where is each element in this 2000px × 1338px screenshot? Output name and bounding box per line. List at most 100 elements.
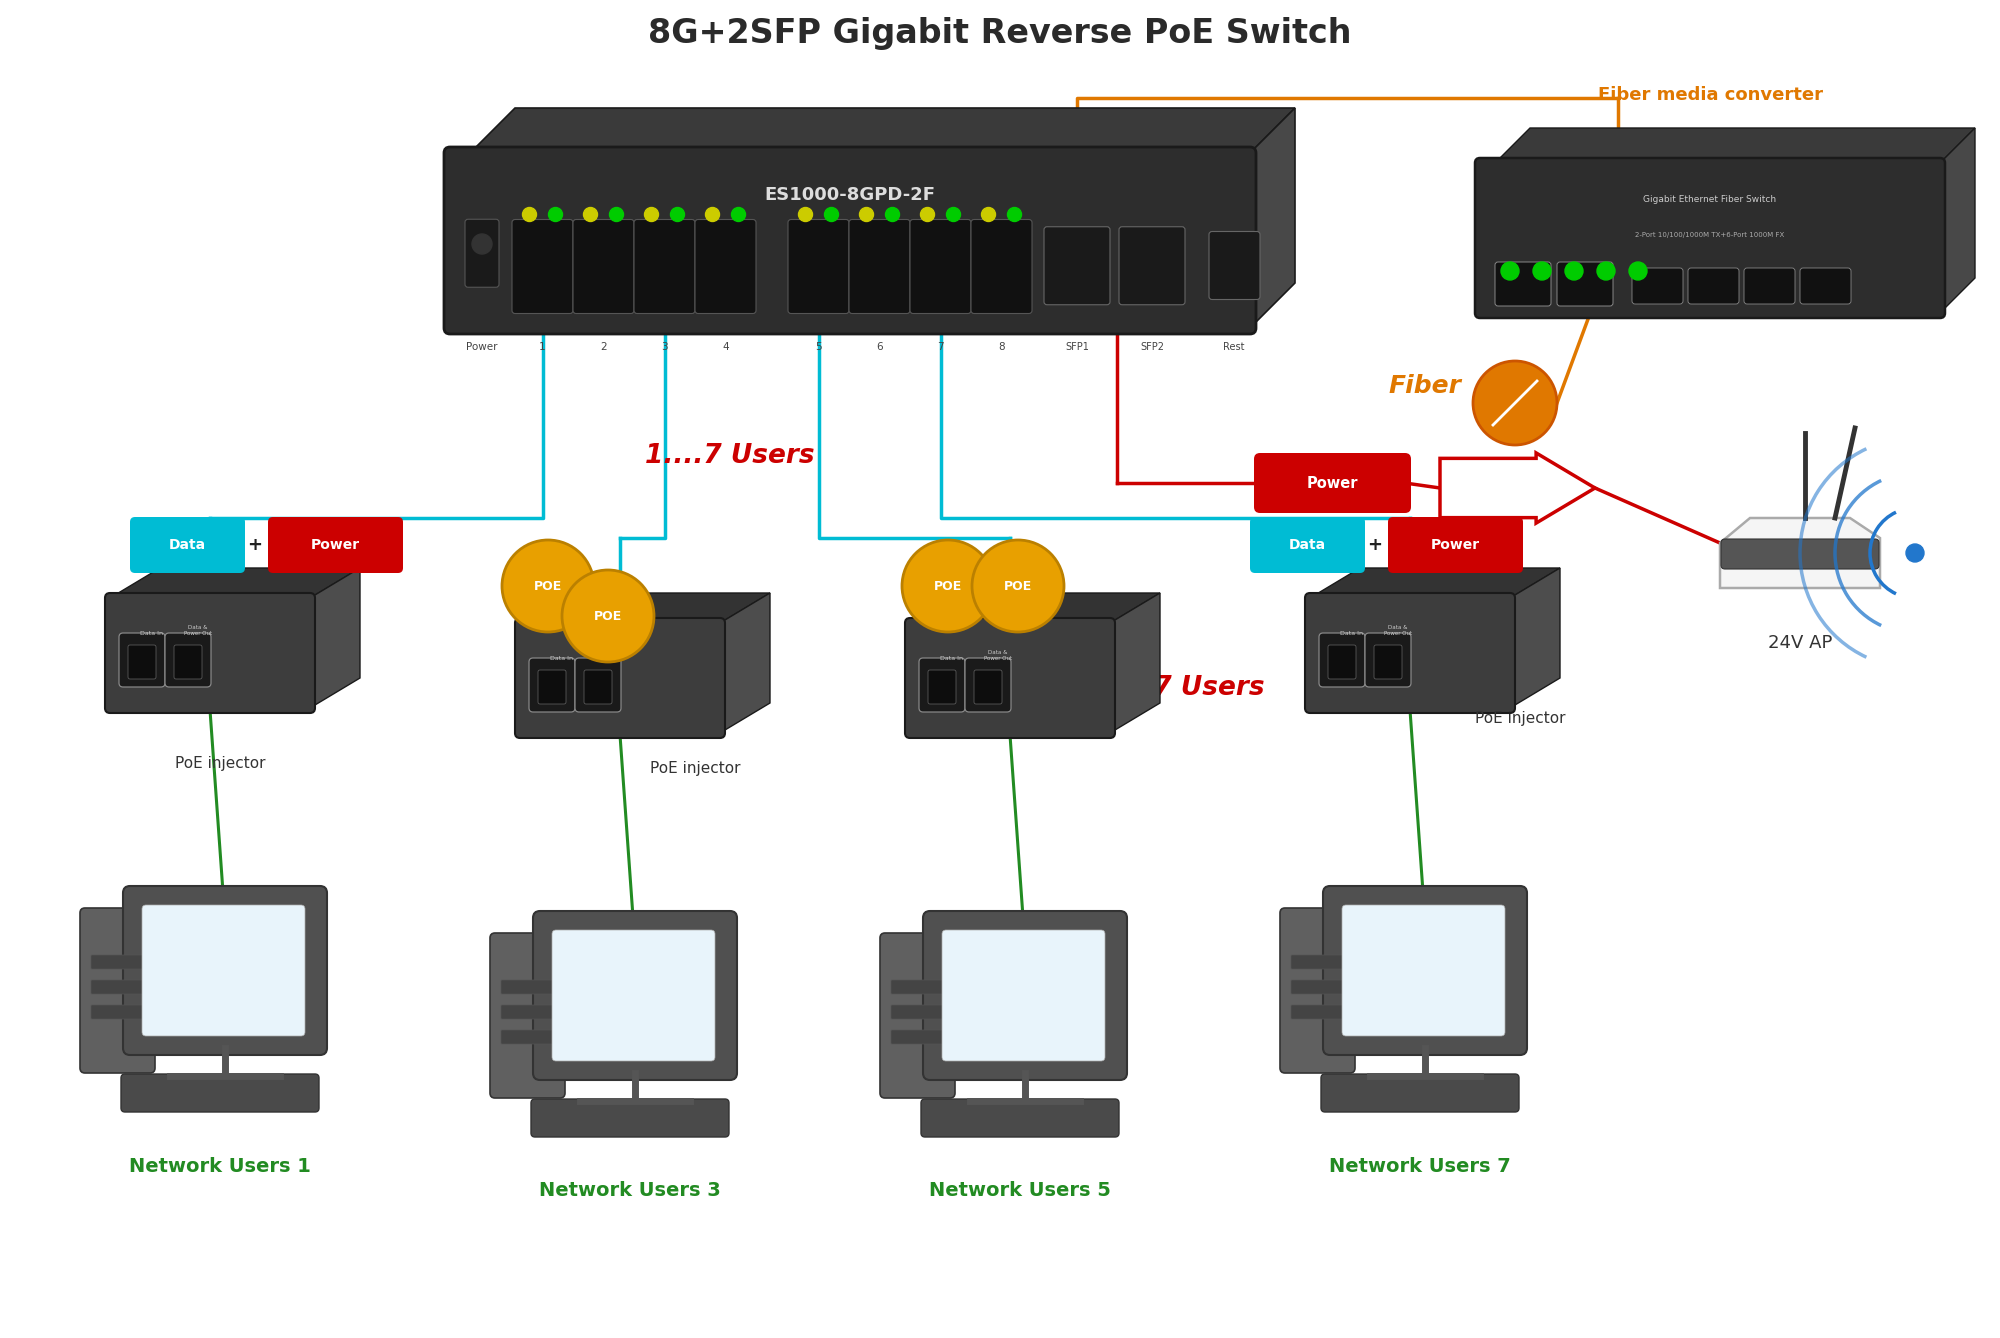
FancyBboxPatch shape xyxy=(532,911,736,1080)
FancyBboxPatch shape xyxy=(120,633,164,686)
FancyBboxPatch shape xyxy=(910,219,972,313)
FancyBboxPatch shape xyxy=(1254,454,1412,512)
FancyBboxPatch shape xyxy=(92,955,144,969)
FancyBboxPatch shape xyxy=(528,658,576,712)
Text: 7: 7 xyxy=(938,343,944,352)
FancyBboxPatch shape xyxy=(502,1030,554,1044)
Polygon shape xyxy=(1510,569,1560,708)
FancyBboxPatch shape xyxy=(130,516,246,573)
Circle shape xyxy=(670,207,684,222)
Text: 2-Port 10/100/1000M TX+6-Port 1000M FX: 2-Port 10/100/1000M TX+6-Port 1000M FX xyxy=(1636,231,1784,238)
Circle shape xyxy=(1534,262,1552,280)
Circle shape xyxy=(1500,262,1520,280)
Circle shape xyxy=(562,570,654,662)
FancyBboxPatch shape xyxy=(1342,904,1506,1036)
FancyBboxPatch shape xyxy=(584,670,612,704)
Circle shape xyxy=(798,207,812,222)
Circle shape xyxy=(946,207,960,222)
Text: Data &
Power Out: Data & Power Out xyxy=(984,650,1012,661)
Polygon shape xyxy=(520,593,770,624)
FancyBboxPatch shape xyxy=(788,219,848,313)
Text: Fiber media converter: Fiber media converter xyxy=(1598,86,1822,104)
FancyBboxPatch shape xyxy=(922,1098,1120,1137)
FancyBboxPatch shape xyxy=(444,147,1256,334)
Polygon shape xyxy=(1496,128,1976,163)
FancyBboxPatch shape xyxy=(104,593,316,713)
Text: POE: POE xyxy=(594,610,622,622)
Text: 24V AP: 24V AP xyxy=(1768,634,1832,652)
Polygon shape xyxy=(1250,108,1296,328)
Text: 3: 3 xyxy=(662,343,668,352)
Text: POE: POE xyxy=(934,579,962,593)
FancyBboxPatch shape xyxy=(1556,262,1612,306)
FancyBboxPatch shape xyxy=(920,658,966,712)
Circle shape xyxy=(706,207,720,222)
FancyBboxPatch shape xyxy=(964,658,1012,712)
FancyBboxPatch shape xyxy=(164,633,212,686)
Polygon shape xyxy=(110,569,360,598)
Text: Data: Data xyxy=(168,538,206,553)
FancyBboxPatch shape xyxy=(972,219,1032,313)
FancyBboxPatch shape xyxy=(1496,262,1552,306)
Text: Network Users 5: Network Users 5 xyxy=(930,1181,1110,1200)
Text: 1: 1 xyxy=(540,343,546,352)
FancyBboxPatch shape xyxy=(1744,268,1796,304)
Circle shape xyxy=(610,207,624,222)
FancyBboxPatch shape xyxy=(502,979,554,994)
Circle shape xyxy=(1472,361,1556,446)
Text: Data In: Data In xyxy=(1340,632,1364,636)
FancyBboxPatch shape xyxy=(928,670,956,704)
Circle shape xyxy=(502,541,594,632)
Text: 8: 8 xyxy=(998,343,1004,352)
FancyBboxPatch shape xyxy=(1320,633,1366,686)
Circle shape xyxy=(1630,262,1648,280)
FancyBboxPatch shape xyxy=(142,904,304,1036)
FancyBboxPatch shape xyxy=(124,886,328,1054)
FancyBboxPatch shape xyxy=(1324,886,1528,1054)
Text: 4: 4 xyxy=(722,343,728,352)
FancyBboxPatch shape xyxy=(880,933,956,1098)
Circle shape xyxy=(1008,207,1022,222)
FancyBboxPatch shape xyxy=(128,645,156,678)
Text: 5: 5 xyxy=(816,343,822,352)
Polygon shape xyxy=(1310,569,1560,598)
FancyBboxPatch shape xyxy=(1292,1005,1344,1020)
Text: Data In: Data In xyxy=(550,656,574,661)
Text: Power: Power xyxy=(466,343,498,352)
FancyBboxPatch shape xyxy=(1044,226,1110,305)
Circle shape xyxy=(824,207,838,222)
FancyBboxPatch shape xyxy=(1374,645,1402,678)
FancyBboxPatch shape xyxy=(552,930,716,1061)
FancyBboxPatch shape xyxy=(892,979,944,994)
FancyBboxPatch shape xyxy=(634,219,696,313)
Text: Data: Data xyxy=(1288,538,1326,553)
FancyBboxPatch shape xyxy=(892,1005,944,1020)
Text: SFP1: SFP1 xyxy=(1066,343,1088,352)
Text: ES1000-8GPD-2F: ES1000-8GPD-2F xyxy=(764,186,936,203)
FancyBboxPatch shape xyxy=(892,1030,944,1044)
FancyBboxPatch shape xyxy=(850,219,910,313)
FancyBboxPatch shape xyxy=(1320,1074,1520,1112)
FancyBboxPatch shape xyxy=(1364,633,1412,686)
Text: Data &
Power Out: Data & Power Out xyxy=(184,625,212,636)
Text: SFP2: SFP2 xyxy=(1140,343,1164,352)
FancyBboxPatch shape xyxy=(1328,645,1356,678)
FancyBboxPatch shape xyxy=(80,909,156,1073)
Circle shape xyxy=(1598,262,1616,280)
Text: POE: POE xyxy=(534,579,562,593)
FancyBboxPatch shape xyxy=(268,516,404,573)
Circle shape xyxy=(644,207,658,222)
Circle shape xyxy=(548,207,562,222)
FancyBboxPatch shape xyxy=(942,930,1104,1061)
Text: 8G+2SFP Gigabit Reverse PoE Switch: 8G+2SFP Gigabit Reverse PoE Switch xyxy=(648,16,1352,50)
FancyBboxPatch shape xyxy=(1476,158,1944,318)
FancyBboxPatch shape xyxy=(1292,955,1344,969)
FancyBboxPatch shape xyxy=(1720,539,1880,569)
Polygon shape xyxy=(310,569,360,708)
Text: Power: Power xyxy=(1306,475,1358,491)
FancyBboxPatch shape xyxy=(904,618,1114,739)
Circle shape xyxy=(920,207,934,222)
FancyBboxPatch shape xyxy=(502,1005,554,1020)
Text: Network Users 1: Network Users 1 xyxy=(130,1156,310,1176)
FancyBboxPatch shape xyxy=(1632,268,1684,304)
